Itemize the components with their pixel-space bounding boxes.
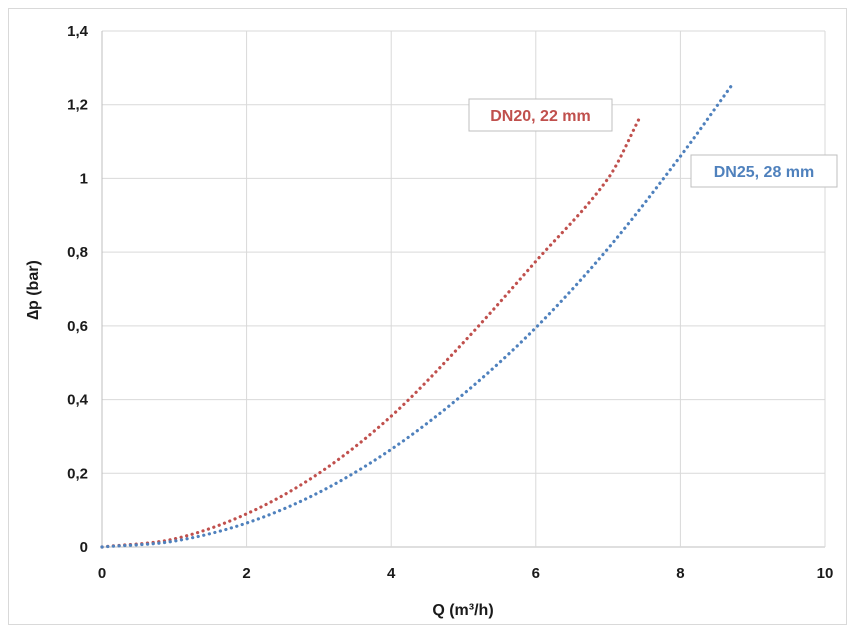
- x-tick-label: 10: [817, 565, 834, 582]
- series-line-dn20: [100, 114, 643, 549]
- grid-lines: [101, 30, 826, 548]
- series-label: DN20, 22 mm: [490, 108, 591, 125]
- series-labels: DN20, 22 mm DN25, 28 mm: [468, 98, 838, 188]
- y-tick-label: 0,2: [67, 465, 88, 482]
- x-tick-label: 4: [387, 565, 396, 582]
- y-tick-label: 0,6: [67, 318, 88, 335]
- tick-labels: 0 0,2 0,4 0,6 0,8 1 1,2 1,4 0 2 4 6 8 10: [67, 23, 833, 582]
- y-tick-label: 1,2: [67, 97, 88, 114]
- y-tick-label: 0,4: [67, 392, 89, 409]
- y-axis-label: ∆p (bar): [25, 260, 42, 320]
- x-tick-label: 8: [676, 565, 684, 582]
- x-tick-label: 0: [98, 565, 106, 582]
- series-label: DN25, 28 mm: [714, 164, 815, 181]
- x-tick-label: 2: [242, 565, 250, 582]
- chart-frame: [8, 8, 847, 625]
- series-label-box: [468, 98, 613, 132]
- y-tick-label: 1,4: [67, 23, 89, 40]
- series-line-dn25: [100, 84, 733, 549]
- y-tick-label: 0: [80, 539, 88, 556]
- x-axis-label: Q (m³/h): [432, 602, 493, 619]
- y-tick-label: 0,8: [67, 244, 88, 261]
- series-layer: [100, 84, 733, 549]
- x-tick-label: 6: [532, 565, 540, 582]
- y-tick-label: 1: [80, 170, 88, 187]
- series-label-box: [690, 154, 838, 188]
